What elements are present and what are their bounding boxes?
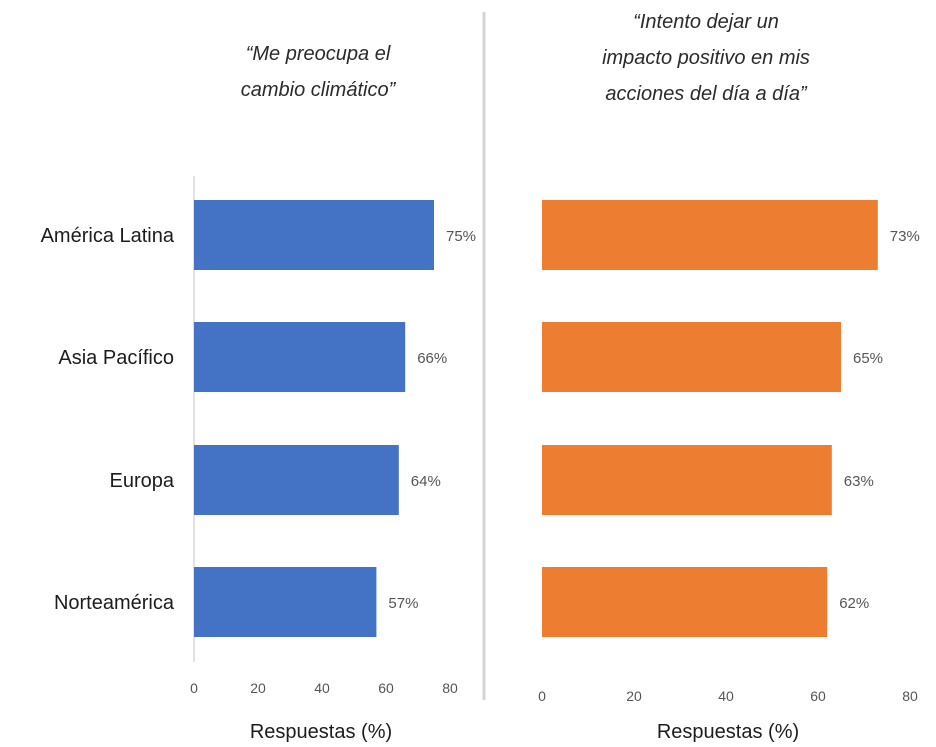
right-x-ticks: 0 20 40 60 80 [538, 688, 918, 704]
left-bars [194, 200, 434, 637]
category-label: Asia Pacífico [58, 347, 174, 369]
left-x-tick-label: 40 [314, 680, 330, 696]
left-x-tick-label: 20 [250, 680, 266, 696]
right-x-tick-label: 40 [718, 688, 734, 704]
right-bar [542, 445, 832, 515]
left-data-label: 64% [411, 473, 441, 490]
right-bar [542, 322, 841, 392]
left-data-labels: 75% 66% 64% 57% [388, 228, 476, 612]
right-chart-title-line-1: “Intento dejar un [633, 11, 779, 33]
category-label: Europa [110, 470, 175, 492]
right-x-tick-label: 60 [810, 688, 826, 704]
left-x-ticks: 0 20 40 60 80 [190, 680, 458, 696]
left-bar [194, 567, 377, 637]
left-x-axis-title: Respuestas (%) [250, 721, 392, 743]
left-x-tick-label: 80 [442, 680, 458, 696]
right-chart-title-line-2: impacto positivo en mis [602, 47, 810, 69]
left-data-label: 75% [446, 228, 476, 245]
right-data-label: 62% [839, 595, 869, 612]
left-x-tick-label: 60 [378, 680, 394, 696]
category-label: América Latina [41, 225, 175, 247]
left-chart-title-line-2: cambio climático” [241, 79, 397, 101]
right-x-tick-label: 80 [902, 688, 918, 704]
right-x-axis-title: Respuestas (%) [657, 721, 799, 743]
category-label: Norteamérica [54, 592, 175, 614]
right-x-tick-label: 20 [626, 688, 642, 704]
right-bar [542, 567, 828, 637]
left-bar [194, 322, 406, 392]
left-data-label: 66% [417, 350, 447, 367]
right-bars [542, 200, 878, 637]
right-chart-title-line-3: acciones del día a día” [605, 83, 808, 105]
right-bar [542, 200, 878, 270]
left-chart-title-line-1: “Me preocupa el [246, 43, 391, 65]
right-x-tick-label: 0 [538, 688, 546, 704]
right-data-label: 63% [844, 473, 874, 490]
left-x-tick-label: 0 [190, 680, 198, 696]
right-data-labels: 73% 65% 63% 62% [839, 228, 920, 612]
left-category-labels: América Latina Asia Pacífico Europa Norteam… [41, 225, 175, 614]
right-data-label: 73% [890, 228, 920, 245]
left-bar [194, 445, 399, 515]
left-bar [194, 200, 434, 270]
left-data-label: 57% [388, 595, 418, 612]
right-data-label: 65% [853, 350, 883, 367]
